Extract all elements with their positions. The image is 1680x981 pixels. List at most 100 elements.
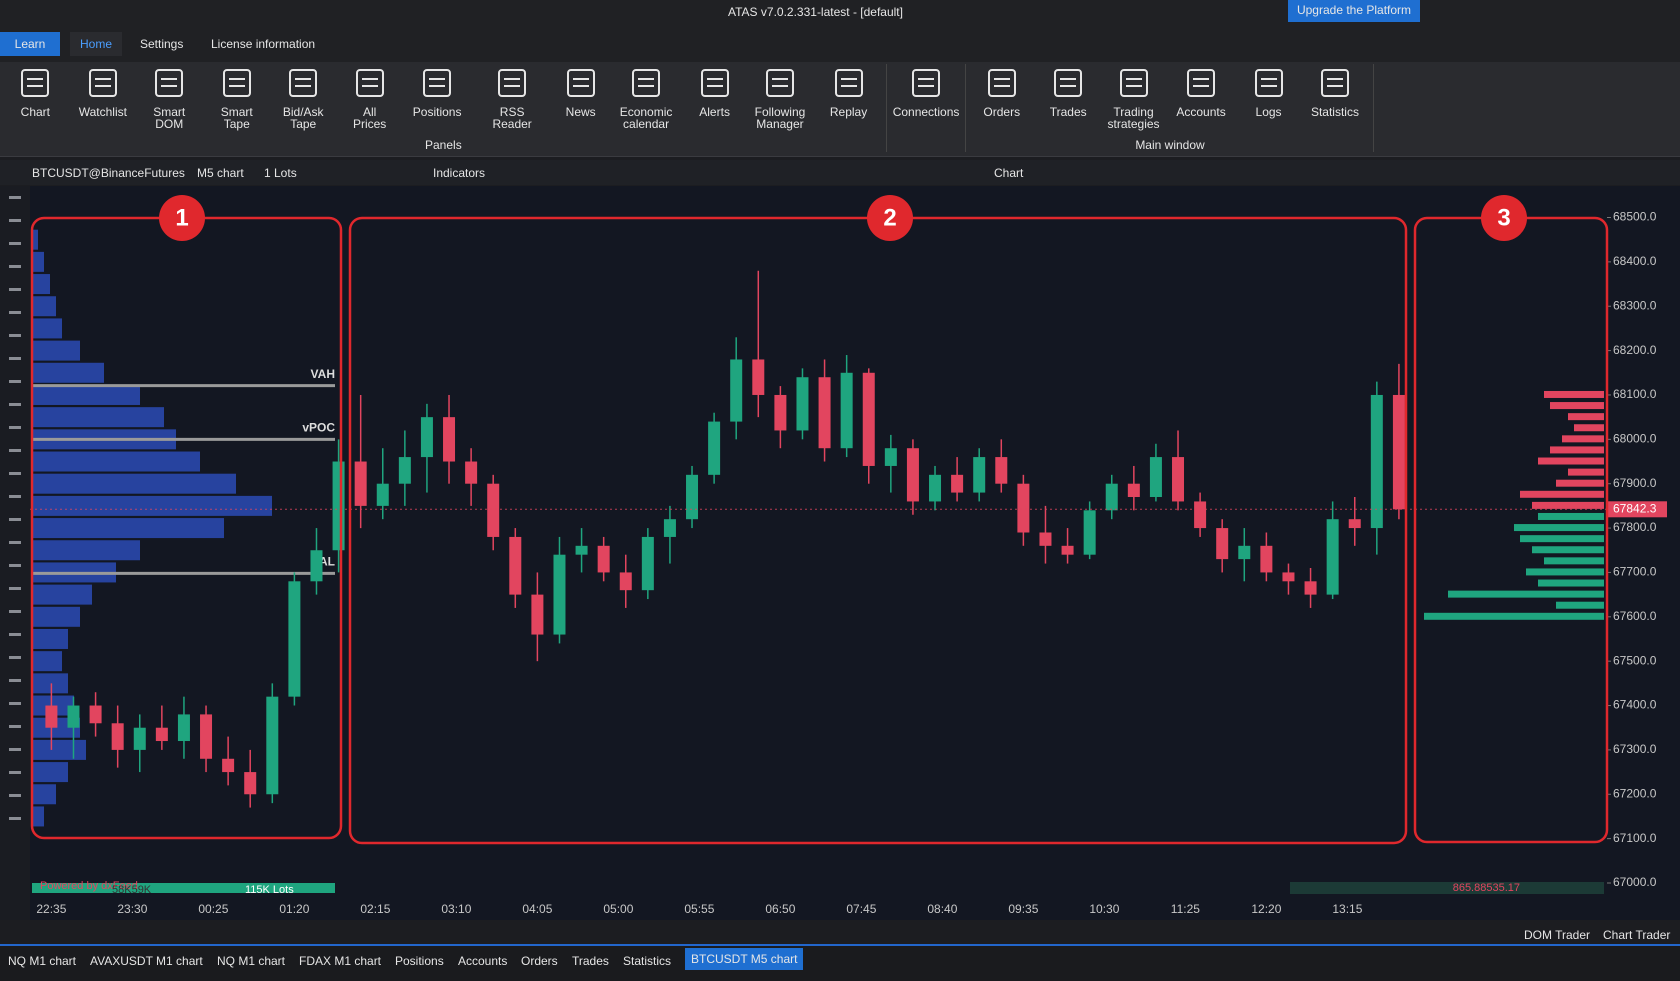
drawing-tool[interactable] (9, 495, 21, 498)
ask-bar (1532, 501, 1604, 509)
drawing-tool[interactable] (9, 725, 21, 728)
tab[interactable]: DOM Trader (1524, 928, 1591, 942)
ribbon-button[interactable]: News (548, 66, 614, 118)
drawing-tool[interactable] (9, 334, 21, 337)
drawing-tool[interactable] (9, 748, 21, 751)
drawing-tool[interactable] (9, 587, 21, 590)
ribbon-button[interactable]: Positions (404, 66, 470, 118)
ribbon-button[interactable]: Following Manager (747, 66, 813, 130)
menu-item[interactable]: Home (70, 32, 123, 56)
ribbon-button[interactable]: Orders (969, 66, 1035, 118)
tab[interactable]: BTCUSDT M5 chart (685, 948, 804, 970)
drawing-tool[interactable] (9, 219, 21, 222)
tab[interactable]: Accounts (458, 954, 508, 968)
annotation-number: 2 (883, 204, 896, 231)
ribbon-button[interactable]: Alerts (682, 66, 748, 118)
drawing-tool[interactable] (9, 702, 21, 705)
candle-body (686, 474, 699, 520)
ribbon-button[interactable]: Statistics (1302, 66, 1368, 118)
tab[interactable]: AVAXUSDT M1 chart (90, 954, 203, 968)
tab[interactable]: NQ M1 chart (217, 954, 286, 968)
drawing-tool[interactable] (9, 610, 21, 613)
bid-bar (1526, 568, 1604, 576)
ribbon-icon (289, 69, 318, 97)
menu-item[interactable]: Learn (0, 32, 60, 56)
drawing-tool[interactable] (9, 265, 21, 268)
drawing-tool[interactable] (9, 403, 21, 406)
drawing-tool[interactable] (9, 564, 21, 567)
ribbon-button[interactable]: RSS Reader (479, 66, 545, 130)
ask-bar (1574, 424, 1604, 432)
ribbon-icon (1187, 69, 1216, 97)
ribbon-icon (88, 69, 117, 97)
candle-body (1370, 394, 1383, 529)
tab[interactable]: NQ M1 chart (8, 954, 77, 968)
ribbon-button[interactable]: Replay (816, 66, 882, 118)
ribbon-button[interactable]: Accounts (1168, 66, 1234, 118)
tab[interactable]: Orders (521, 954, 558, 968)
y-tick-label: 67400.0 (1613, 698, 1657, 712)
ribbon-icon (1119, 69, 1148, 97)
ribbon-icon (155, 69, 184, 97)
tab[interactable]: Positions (395, 954, 444, 968)
drawing-tool[interactable] (9, 311, 21, 314)
bid-bar (1532, 546, 1604, 554)
profile-bar (32, 784, 56, 805)
drawing-tool[interactable] (9, 380, 21, 383)
drawing-tool[interactable] (9, 288, 21, 291)
ribbon-button[interactable]: Smart DOM (136, 66, 202, 130)
ribbon-button[interactable]: Chart (2, 66, 68, 118)
drawing-tool[interactable] (9, 817, 21, 820)
menu-item[interactable]: License information (211, 37, 316, 51)
profile-bar (32, 318, 62, 339)
x-tick-label: 07:45 (846, 902, 876, 916)
indicators[interactable]: Indicators (433, 166, 486, 180)
tab[interactable]: Statistics (623, 954, 672, 968)
ribbon-icon (1320, 69, 1349, 97)
tab[interactable]: Chart Trader (1603, 928, 1671, 942)
tab[interactable]: Trades (572, 954, 609, 968)
last-price-box (1607, 501, 1667, 518)
ribbon-button[interactable]: Smart Tape (204, 66, 270, 130)
chart-toolbar: BTCUSDT@BinanceFutures M5 chart 1 Lots I… (0, 160, 1680, 185)
bid-bar (1448, 590, 1604, 598)
drawing-tool[interactable] (9, 679, 21, 682)
upgrade-button[interactable]: Upgrade the Platform (1288, 0, 1420, 22)
bid-bar (1520, 535, 1604, 543)
y-tick-label: 67600.0 (1613, 609, 1657, 623)
ribbon-button[interactable]: Logs (1236, 66, 1302, 118)
drawing-tool[interactable] (9, 242, 21, 245)
candle-body (244, 772, 257, 795)
menu-item[interactable]: Settings (140, 37, 184, 51)
drawing-tool[interactable] (9, 449, 21, 452)
ribbon-label: Orders (983, 105, 1021, 119)
ribbon-button[interactable]: Economic calendar (613, 66, 679, 130)
tab[interactable]: FDAX M1 chart (299, 954, 382, 968)
window-title: ATAS v7.0.2.331-latest - [default] (728, 5, 903, 19)
ribbon-button[interactable]: Trades (1035, 66, 1101, 118)
drawing-tool[interactable] (9, 196, 21, 199)
drawing-tool[interactable] (9, 794, 21, 797)
profile-bar (32, 495, 272, 516)
drawing-tool[interactable] (9, 426, 21, 429)
drawing-tool[interactable] (9, 771, 21, 774)
drawing-tool[interactable] (9, 472, 21, 475)
ribbon-button[interactable]: Watchlist (70, 66, 136, 118)
drawing-tool[interactable] (9, 656, 21, 659)
drawing-tool[interactable] (9, 541, 21, 544)
drawing-tool[interactable] (9, 357, 21, 360)
ribbon-icon (700, 69, 729, 97)
candle-body (1216, 528, 1229, 560)
ribbon-button[interactable]: All Prices (337, 66, 403, 130)
ribbon-button[interactable]: Bid/Ask Tape (270, 66, 336, 130)
ribbon-button[interactable]: Trading strategies (1101, 66, 1167, 130)
lots[interactable]: 1 Lots (264, 166, 297, 180)
y-tick-label: 68400.0 (1613, 254, 1657, 268)
timeframe[interactable]: M5 chart (197, 166, 244, 180)
drawing-tool[interactable] (9, 633, 21, 636)
instrument[interactable]: BTCUSDT@BinanceFutures (32, 166, 185, 180)
ribbon-button[interactable]: Connections (893, 66, 959, 118)
drawing-tool[interactable] (9, 518, 21, 521)
profile-bar (32, 518, 224, 539)
